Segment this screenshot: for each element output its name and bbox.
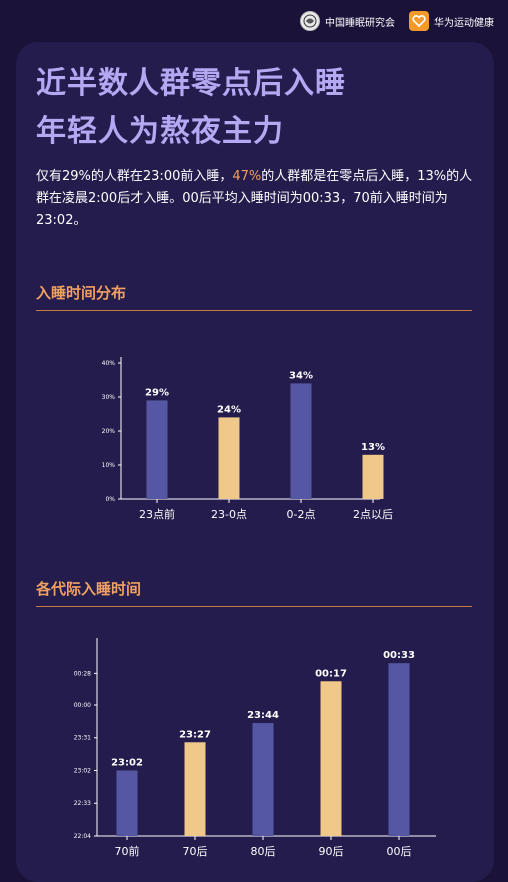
gen-bar: [388, 663, 410, 836]
title-line-2: 年轻人为熬夜主力: [36, 114, 284, 149]
dist-category-label: 23点前: [139, 507, 175, 521]
brand-huawei-health: 华为运动健康: [409, 11, 494, 31]
gen-bar: [184, 742, 206, 836]
intro-part-2: 的人群都是在零点后入睡，13%的人群在凌晨2:00后才入睡。00后平均入睡时间为…: [36, 169, 473, 228]
gen-category-label: 90后: [319, 845, 344, 858]
gen-value-label: 23:27: [179, 729, 211, 740]
huawei-health-heart-icon: [409, 11, 429, 31]
chart-generation-sleep-time: 22:04 22:33 23:02 23:31 00:00 00:28 23:02 70前 23…: [74, 638, 436, 858]
brand2-label: 华为运动健康: [434, 17, 494, 29]
gen-category-label: 70前: [115, 844, 140, 858]
intro-paragraph: 仅有29%的人群在23:00前入睡，47%的人群都是在零点后入睡，13%的人群在…: [36, 166, 476, 232]
dist-y-tick-label: 0%: [105, 496, 115, 503]
dist-y-tick-label: 20%: [102, 428, 116, 435]
dist-bar: [290, 383, 312, 499]
dist-value-label: 29%: [145, 387, 169, 398]
dist-y-tick-label: 30%: [102, 394, 116, 401]
title-line-1: 近半数人群零点后入睡: [36, 66, 346, 101]
dist-category-label: 23-0点: [211, 508, 247, 521]
dist-value-label: 24%: [217, 404, 241, 415]
intro-part-1: 仅有29%的人群在23:00前入睡，: [36, 169, 233, 184]
section-divider-1: [36, 310, 472, 311]
dist-category-label: 2点以后: [353, 508, 393, 521]
gen-value-label: 00:33: [383, 650, 415, 661]
dist-value-label: 13%: [361, 442, 385, 453]
gen-y-tick-label: 23:31: [74, 735, 91, 742]
gen-category-label: 80后: [251, 845, 276, 858]
dist-category-label: 0-2点: [287, 508, 316, 521]
gen-value-label: 23:44: [247, 710, 279, 721]
gen-y-tick-label: 22:33: [74, 800, 91, 807]
gen-bar: [320, 681, 342, 836]
sleep-society-logo-icon: [300, 11, 320, 31]
page-title: 近半数人群零点后入睡 年轻人为熬夜主力: [36, 60, 346, 156]
dist-bar: [146, 400, 168, 499]
gen-y-tick-label: 23:02: [74, 767, 91, 774]
gen-bar: [116, 770, 138, 836]
section-title-distribution: 入睡时间分布: [36, 284, 127, 302]
brand1-label: 中国睡眠研究会: [325, 17, 395, 29]
gen-y-tick-label: 00:00: [74, 702, 91, 709]
brand-sleep-society: 中国睡眠研究会: [300, 11, 395, 31]
dist-value-label: 34%: [289, 370, 313, 381]
top-bar: 中国睡眠研究会 华为运动健康: [0, 0, 508, 42]
gen-y-tick-label: 22:04: [74, 833, 91, 840]
gen-category-label: 00后: [387, 845, 412, 858]
gen-category-label: 70后: [183, 845, 208, 858]
dist-bar: [362, 454, 384, 499]
section-title-generations: 各代际入睡时间: [36, 580, 142, 598]
intro-highlight: 47%: [232, 169, 262, 184]
dist-y-tick-label: 10%: [102, 462, 116, 469]
gen-value-label: 00:17: [315, 668, 347, 679]
chart-sleep-time-distribution: 0% 10% 20% 30% 40% 29% 23点前 24% 23-0点 34% 0-2点 13% 2…: [102, 357, 393, 521]
section-divider-2: [36, 606, 472, 607]
gen-value-label: 23:02: [111, 757, 143, 768]
dist-y-tick-label: 40%: [102, 360, 116, 367]
gen-bar: [252, 723, 274, 836]
dist-bar: [218, 417, 240, 499]
gen-y-tick-label: 00:28: [74, 670, 91, 677]
